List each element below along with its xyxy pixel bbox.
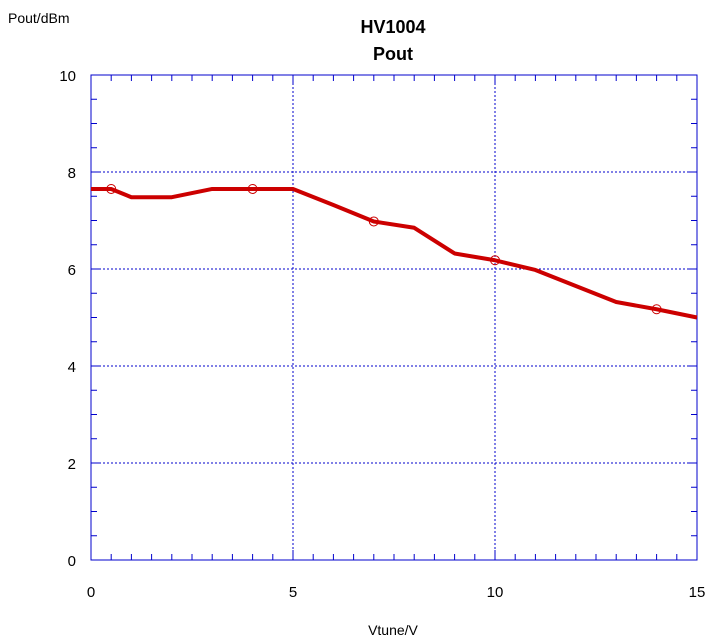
data-point-marker [368, 216, 379, 227]
data-point-marker [247, 183, 258, 194]
grid-lines [91, 75, 697, 560]
y-tick-label: 8 [68, 165, 76, 182]
x-tick-label: 15 [689, 584, 706, 601]
series-line [91, 186, 698, 320]
tick-labels: 0 5 10 15 0 2 4 6 8 10 [59, 68, 705, 601]
y-tick-label: 4 [68, 359, 76, 376]
y-tick-label: 10 [59, 68, 76, 85]
data-point-marker [490, 255, 500, 266]
y-tick-label: 2 [68, 456, 76, 473]
y-axis-label: Pout/dBm [8, 10, 69, 26]
plot-area-frame [90, 74, 698, 561]
data-point-marker [651, 304, 662, 315]
y-tick-label: 6 [68, 262, 76, 279]
x-tick-label: 5 [289, 584, 297, 601]
series-pout [91, 183, 698, 320]
chart-title: HV1004 [360, 17, 425, 37]
data-point-marker [106, 183, 117, 194]
chart-subtitle: Pout [373, 44, 413, 64]
x-tick-label: 10 [487, 584, 504, 601]
axis-ticks [90, 74, 698, 561]
y-tick-label: 0 [68, 553, 76, 570]
x-tick-label: 0 [87, 584, 95, 601]
x-axis-label: Vtune/V [368, 622, 418, 638]
